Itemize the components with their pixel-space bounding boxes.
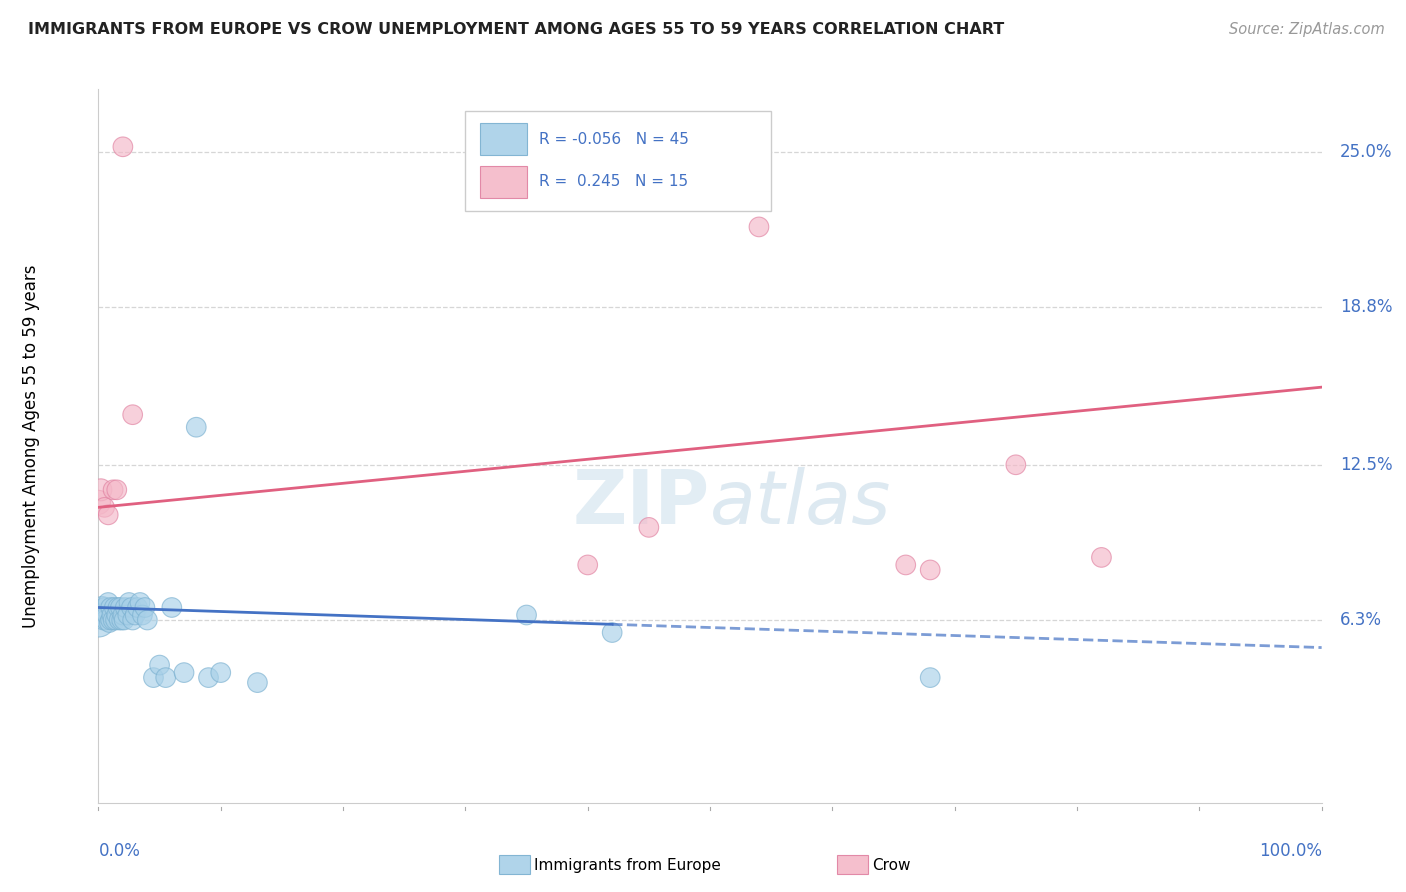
Point — [90, 483, 112, 497]
Point — [149, 658, 172, 673]
Point — [100, 613, 122, 627]
Point — [87, 495, 110, 509]
Point — [124, 607, 146, 622]
Text: 0.0%: 0.0% — [98, 842, 141, 860]
Point — [96, 607, 118, 622]
Point — [173, 665, 195, 680]
Point — [246, 675, 269, 690]
Point — [160, 600, 183, 615]
Point — [100, 600, 122, 615]
Point — [93, 600, 115, 615]
Text: Source: ZipAtlas.com: Source: ZipAtlas.com — [1229, 22, 1385, 37]
Point — [87, 613, 110, 627]
Point — [97, 508, 120, 522]
Point — [105, 607, 128, 622]
Point — [104, 613, 127, 627]
Text: 18.8%: 18.8% — [1340, 298, 1392, 316]
Point — [155, 671, 177, 685]
Point — [894, 558, 917, 572]
Text: 100.0%: 100.0% — [1258, 842, 1322, 860]
Point — [637, 520, 661, 534]
Point — [94, 613, 117, 627]
Point — [91, 600, 114, 615]
Point — [98, 615, 121, 630]
Point — [129, 595, 152, 609]
FancyBboxPatch shape — [465, 111, 772, 211]
Text: Immigrants from Europe: Immigrants from Europe — [534, 858, 721, 872]
Text: IMMIGRANTS FROM EUROPE VS CROW UNEMPLOYMENT AMONG AGES 55 TO 59 YEARS CORRELATIO: IMMIGRANTS FROM EUROPE VS CROW UNEMPLOYM… — [28, 22, 1004, 37]
Text: 25.0%: 25.0% — [1340, 143, 1392, 161]
Point — [97, 595, 120, 609]
Point — [1090, 550, 1112, 565]
Point — [120, 600, 142, 615]
Text: 6.3%: 6.3% — [1340, 611, 1382, 629]
Point — [920, 671, 942, 685]
Point — [197, 671, 219, 685]
Point — [209, 665, 232, 680]
Point — [117, 607, 139, 622]
Point — [118, 595, 141, 609]
Text: R =  0.245   N = 15: R = 0.245 N = 15 — [538, 175, 688, 189]
Point — [186, 420, 208, 434]
Point — [515, 607, 537, 622]
Point — [748, 219, 770, 234]
Point — [112, 613, 135, 627]
Text: Unemployment Among Ages 55 to 59 years: Unemployment Among Ages 55 to 59 years — [22, 264, 41, 628]
Point — [110, 600, 132, 615]
Point — [114, 600, 136, 615]
Point — [91, 613, 114, 627]
Text: ZIP: ZIP — [572, 467, 710, 540]
Point — [142, 671, 165, 685]
Bar — [479, 166, 526, 198]
Point — [121, 408, 143, 422]
Point — [111, 613, 134, 627]
Point — [93, 500, 115, 515]
Point — [90, 607, 112, 622]
Point — [103, 600, 125, 615]
Point — [101, 483, 124, 497]
Point — [127, 600, 149, 615]
Point — [108, 613, 131, 627]
Point — [121, 613, 143, 627]
Point — [600, 625, 623, 640]
Point — [101, 607, 124, 622]
Point — [136, 613, 159, 627]
Text: R = -0.056   N = 45: R = -0.056 N = 45 — [538, 132, 689, 146]
Point — [920, 563, 942, 577]
Point — [107, 600, 129, 615]
Point — [131, 607, 153, 622]
Point — [134, 600, 156, 615]
Point — [1004, 458, 1026, 472]
Text: Crow: Crow — [872, 858, 910, 872]
Text: atlas: atlas — [710, 467, 891, 539]
Point — [576, 558, 599, 572]
Text: 12.5%: 12.5% — [1340, 456, 1392, 474]
Point — [105, 483, 128, 497]
Point — [111, 607, 134, 622]
Point — [111, 140, 134, 154]
Bar — [479, 123, 526, 155]
Point — [101, 613, 124, 627]
